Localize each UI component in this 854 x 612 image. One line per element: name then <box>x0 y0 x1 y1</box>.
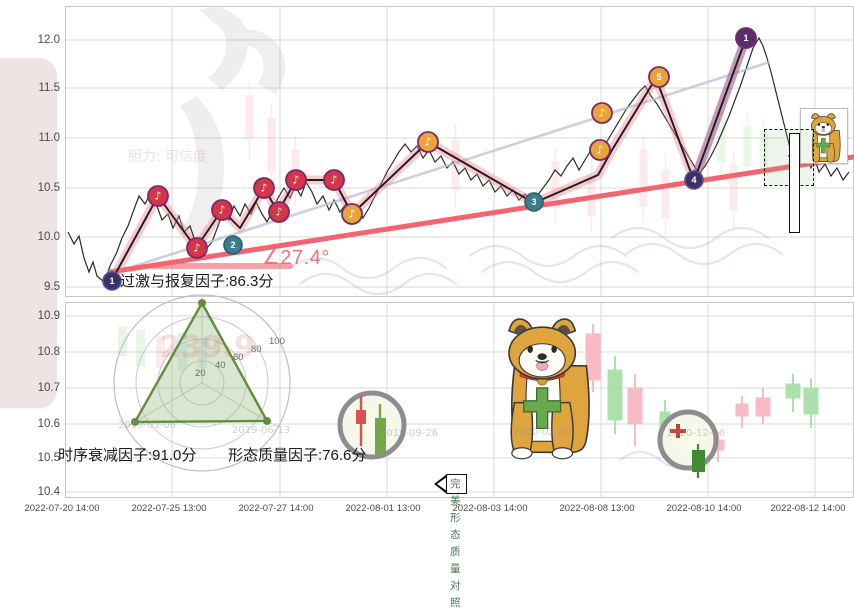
radar-tick-80: 80 <box>251 344 262 355</box>
marker-note-a[interactable]: ♪ <box>147 185 169 207</box>
callout-label: 完美形态质量对照 <box>446 474 467 609</box>
svg-text:♪: ♪ <box>596 144 603 157</box>
svg-text:♪: ♪ <box>330 174 337 187</box>
marker-point-2[interactable]: 2 <box>223 235 243 255</box>
overreaction-factor-label: 过激与报复因子:86.3分 <box>120 273 274 290</box>
svg-text:2: 2 <box>230 240 235 250</box>
magnifier-circle-left[interactable] <box>337 390 407 460</box>
x-tick-6: 2022-08-10 14:00 <box>666 503 742 514</box>
y-tick-main-2: 11.0 <box>38 132 60 144</box>
y-tick-sub-4: 10.5 <box>37 452 60 464</box>
magnifier-circle-right[interactable] <box>657 409 719 478</box>
y-tick-sub-1: 10.8 <box>37 346 60 358</box>
decorative-swoosh <box>288 226 784 470</box>
pattern-markers[interactable]: 1 ♪ ♪ ♪ ♪ ♪ ♪ <box>102 27 757 291</box>
y-tick-main-4: 10.0 <box>37 231 60 243</box>
x-tick-3: 2022-08-01 13:00 <box>345 503 421 514</box>
svg-text:♪: ♪ <box>154 190 161 203</box>
y-tick-sub-5: 10.4 <box>37 486 60 498</box>
marker-point-3[interactable]: 3 <box>524 192 544 212</box>
marker-point-1b[interactable]: 1 <box>735 27 757 49</box>
marker-note-b[interactable]: ♪ <box>186 237 208 259</box>
radar-polygon <box>132 300 270 424</box>
y-tick-main-1: 11.5 <box>38 82 60 94</box>
sub-gridlines <box>66 303 853 497</box>
shiba-inu-illustration <box>508 318 590 460</box>
svg-text:5: 5 <box>656 72 661 82</box>
marker-note-d[interactable]: ♪ <box>253 177 275 199</box>
marker-note-g[interactable]: ♪ <box>323 169 345 191</box>
selection-bar[interactable] <box>789 133 800 233</box>
x-tick-7: 2022-08-12 14:00 <box>770 503 846 514</box>
x-tick-2: 2022-07-27 14:00 <box>238 503 314 514</box>
x-tick-5: 2022-08-08 13:00 <box>559 503 635 514</box>
y-tick-main-5: 9.5 <box>44 281 60 293</box>
chart-background-layer <box>66 7 853 497</box>
x-tick-4: 2022-08-03 14:00 <box>452 503 528 514</box>
radar-tick-20: 20 <box>195 368 206 379</box>
x-tick-0: 2022-07-20 14:00 <box>24 503 100 514</box>
secondary-trendline <box>112 60 771 275</box>
svg-text:♪: ♪ <box>218 204 225 217</box>
radar-tick-40: 40 <box>215 360 226 371</box>
marker-point-4[interactable]: 4 <box>684 170 704 190</box>
svg-text:♪: ♪ <box>292 174 299 187</box>
shiba-inu-thumbnail[interactable] <box>800 108 848 164</box>
radar-tick-100: 100 <box>269 336 285 347</box>
marker-note-k[interactable]: ♪ <box>591 102 613 124</box>
svg-text:4: 4 <box>691 175 696 185</box>
svg-text:1: 1 <box>109 276 114 286</box>
marker-point-1[interactable]: 1 <box>102 271 122 291</box>
radar-tick-60: 60 <box>233 352 244 363</box>
marker-note-e[interactable]: ♪ <box>268 201 290 223</box>
svg-text:♪: ♪ <box>193 242 200 255</box>
shiba-thumb-icon <box>810 113 841 163</box>
y-tick-sub-2: 10.7 <box>37 382 60 394</box>
shape-quality-factor-label: 形态质量因子:76.6分 <box>228 447 367 464</box>
main-gridlines <box>66 7 853 296</box>
y-tick-sub-3: 10.6 <box>37 418 60 430</box>
marker-note-c[interactable]: ♪ <box>211 199 233 221</box>
left-overlay-panel <box>0 58 57 408</box>
svg-text:♪: ♪ <box>275 206 282 219</box>
marker-note-h[interactable]: ♪ <box>341 203 363 225</box>
y-tick-main-0: 12.0 <box>37 34 60 46</box>
x-axis-labels: 2022-07-20 14:00 2022-07-25 13:00 2022-0… <box>0 503 854 520</box>
svg-text:♪: ♪ <box>348 208 355 221</box>
svg-text:1: 1 <box>743 33 748 43</box>
time-decay-factor-label: 时序衰减因子:91.0分 <box>58 447 197 464</box>
radar-chart <box>113 294 291 472</box>
y-tick-main-3: 10.5 <box>37 182 60 194</box>
marker-note-j[interactable]: ♪ <box>589 139 611 161</box>
angle-annotation: ∠27.4° <box>262 247 330 269</box>
svg-text:♪: ♪ <box>598 107 605 120</box>
svg-text:3: 3 <box>531 197 536 207</box>
pattern-overlay-layer: 1 ♪ ♪ ♪ ♪ ♪ ♪ <box>67 27 854 291</box>
x-tick-1: 2022-07-25 13:00 <box>131 503 207 514</box>
y-axis-labels: 12.0 11.5 11.0 10.5 10.0 9.5 10.9 10.8 1… <box>0 0 60 520</box>
svg-text:♪: ♪ <box>424 136 431 149</box>
y-tick-sub-0: 10.9 <box>37 310 60 322</box>
marker-note-i[interactable]: ♪ <box>417 131 439 153</box>
marker-note-f[interactable]: ♪ <box>285 169 307 191</box>
svg-text:♪: ♪ <box>260 182 267 195</box>
marker-point-5[interactable]: 5 <box>648 66 670 88</box>
